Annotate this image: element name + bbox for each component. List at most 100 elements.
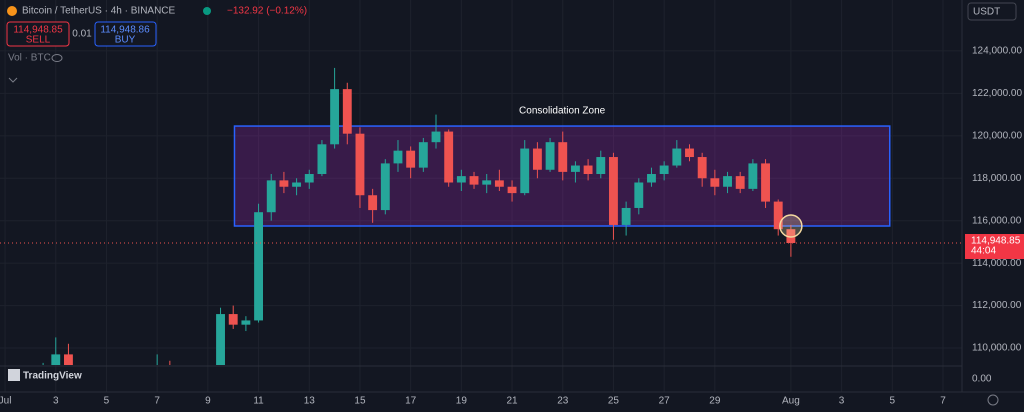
x-tick-label: 7: [154, 396, 160, 407]
zone-label: Consolidation Zone: [519, 106, 606, 117]
candle-body: [685, 148, 694, 158]
buy-price: 114,948.86: [100, 25, 150, 36]
candle-body: [532, 148, 542, 170]
candle-body: [456, 176, 466, 183]
candle-body: [761, 163, 770, 202]
y-tick-label: 118,000.00: [972, 173, 1022, 184]
candle-body: [266, 180, 276, 213]
sell-price: 114,948.85: [13, 25, 63, 36]
candle-body: [659, 165, 669, 175]
x-tick-label: 17: [405, 396, 417, 407]
x-tick-label: 21: [506, 396, 518, 407]
y-tick-label: 116,000.00: [972, 215, 1022, 226]
candle-body: [393, 150, 403, 164]
x-tick-label: Aug: [782, 396, 800, 407]
candle-body: [469, 176, 479, 185]
symbol[interactable]: Bitcoin / TetherUS · 4h · BINANCE: [22, 6, 176, 17]
quantity[interactable]: 0.01: [72, 29, 92, 40]
x-tick-label: 27: [659, 396, 671, 407]
buy-label: BUY: [115, 35, 136, 46]
y-tick-label: 124,000.00: [972, 46, 1022, 57]
candle-body: [418, 142, 428, 168]
candle-body: [621, 207, 631, 225]
volume-axis-label: 0.00: [972, 374, 992, 385]
x-tick-label: 15: [354, 396, 366, 407]
x-tick-label: 9: [205, 396, 211, 407]
collapse-icon[interactable]: [8, 77, 18, 83]
x-tick-label: 5: [104, 396, 110, 407]
x-tick-label: 5: [890, 396, 896, 407]
currency-button[interactable]: [967, 2, 1017, 21]
candle-body: [380, 163, 390, 211]
candle-body: [773, 201, 783, 230]
candle-body: [786, 229, 796, 244]
candle-body: [507, 186, 517, 194]
candle-body: [279, 180, 289, 187]
change: −132.92 (−0.12%): [227, 6, 307, 17]
candle-body: [444, 131, 454, 183]
y-tick-label: 122,000.00: [972, 88, 1022, 99]
last-price-box: [965, 234, 1024, 260]
candle-body: [482, 180, 492, 185]
settings-icon[interactable]: [987, 394, 999, 406]
sell-button[interactable]: [6, 21, 70, 47]
x-tick-label: 19: [456, 396, 468, 407]
candle-body: [228, 314, 238, 325]
y-tick-label: 110,000.00: [972, 343, 1022, 354]
candle-body: [241, 320, 251, 325]
highlight-circle: [779, 214, 803, 238]
candle-body: [558, 142, 568, 172]
brand: TradingView: [23, 371, 82, 382]
volume-label: Vol · BTC: [8, 53, 51, 64]
countdown: 44:04: [971, 246, 996, 257]
candle-body: [368, 195, 378, 211]
y-tick-label: 120,000.00: [972, 130, 1022, 141]
candle-body: [697, 157, 707, 179]
candle-body: [634, 182, 644, 208]
x-tick-label: 23: [557, 396, 569, 407]
y-tick-label: 112,000.00: [972, 300, 1022, 311]
x-tick-label: 29: [709, 396, 721, 407]
x-tick-label: 11: [253, 396, 264, 407]
logo-icon: [8, 369, 20, 381]
candle-body: [735, 176, 745, 189]
plot: [42, 67, 891, 365]
x-tick-label: 25: [608, 396, 620, 407]
sell-label: SELL: [26, 35, 51, 46]
candle-body: [672, 148, 682, 166]
candle-body: [748, 163, 758, 189]
x-tick-label: 13: [304, 396, 316, 407]
candle-body: [570, 165, 580, 172]
candle-body: [304, 174, 314, 183]
last-price: 114,948.85: [971, 236, 1021, 247]
candle-body: [609, 157, 618, 225]
candle-body: [51, 354, 61, 365]
candle-body: [64, 354, 73, 365]
x-tick-label: 7: [940, 396, 946, 407]
buy-button[interactable]: [94, 21, 157, 47]
candle-body: [342, 89, 352, 134]
candle-body: [647, 174, 656, 183]
eye-icon[interactable]: [51, 54, 63, 62]
candle-body: [520, 148, 530, 194]
x-tick-label: Jul: [0, 396, 11, 407]
x-tick-label: 3: [839, 396, 845, 407]
market-status: [203, 7, 211, 15]
candle-body: [545, 142, 555, 170]
candle-body: [406, 150, 416, 168]
candle-body: [216, 314, 225, 365]
candle-body: [254, 212, 263, 321]
grid: [0, 0, 962, 392]
candle-body: [330, 89, 340, 145]
x-tick-label: 3: [53, 396, 59, 407]
y-tick-label: 114,000.00: [972, 258, 1022, 269]
candle-body: [494, 180, 504, 187]
candle-body: [431, 131, 441, 143]
candle-body: [723, 176, 732, 187]
candle-body: [596, 157, 606, 175]
candle-body: [710, 178, 720, 187]
symbol-icon: [7, 6, 17, 16]
candle-body: [317, 144, 327, 175]
